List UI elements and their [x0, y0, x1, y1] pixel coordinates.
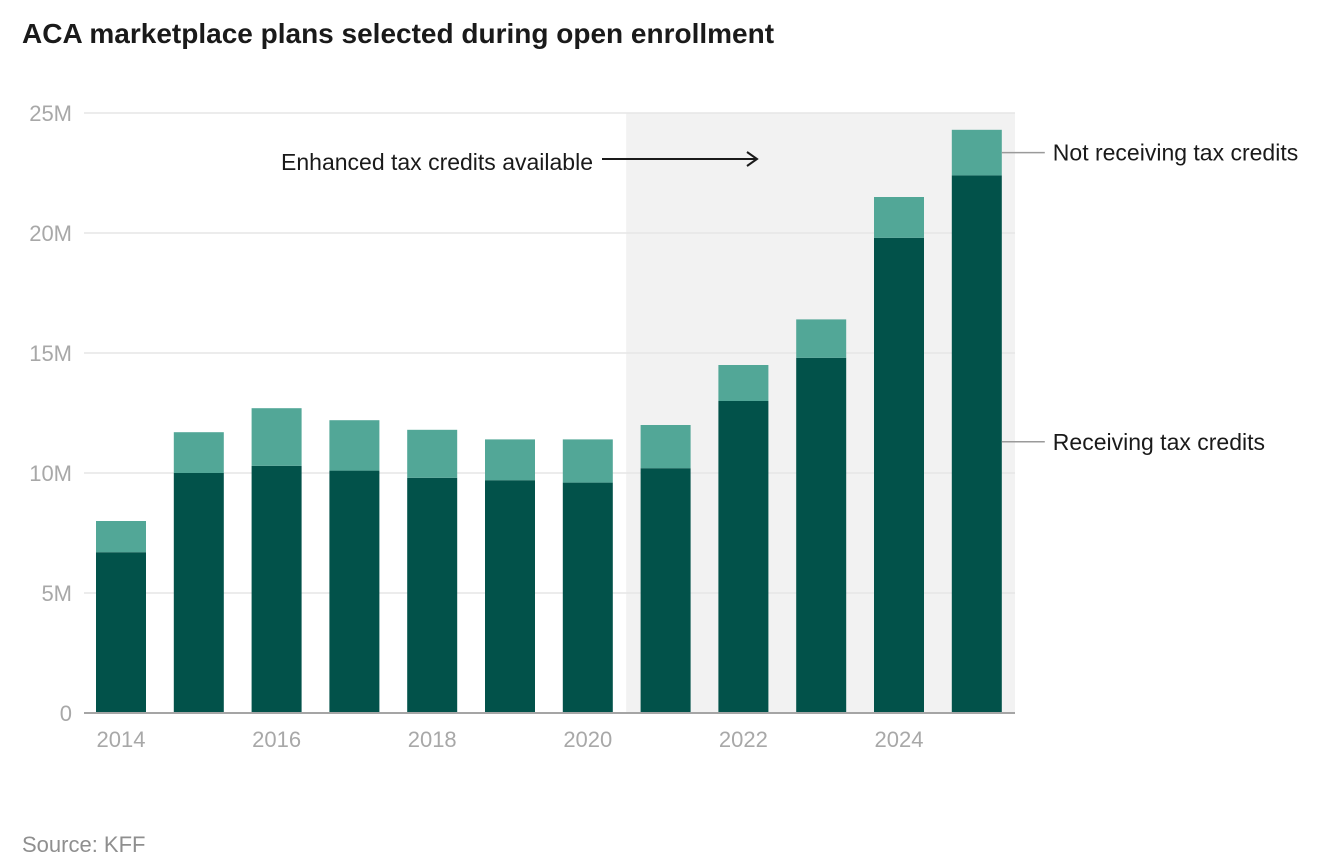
bar-not-receiving-2016 [251, 408, 302, 466]
x-tick-label: 2022 [719, 727, 768, 752]
bar-not-receiving-2019 [485, 439, 535, 481]
y-tick-label: 25M [29, 101, 72, 126]
bar-not-receiving-2020 [562, 439, 613, 483]
y-tick-label: 0 [60, 701, 72, 726]
y-tick-label: 5M [41, 581, 72, 606]
x-axis-ticks: 2014 2016 2018 2020 2022 2024 [97, 727, 924, 752]
bar-receiving-2022 [718, 401, 769, 713]
bar-receiving-2015 [173, 473, 224, 713]
bar-not-receiving-2022 [718, 365, 769, 401]
y-tick-label: 20M [29, 221, 72, 246]
bar-receiving-2018 [407, 477, 458, 713]
bar-not-receiving-2021 [640, 425, 691, 469]
bar-not-receiving-2014 [96, 521, 146, 553]
bar-receiving-2021 [640, 468, 691, 713]
bar-not-receiving-2024 [874, 197, 924, 238]
bar-not-receiving-2015 [173, 432, 224, 473]
x-tick-label: 2020 [563, 727, 612, 752]
bar-not-receiving-2025 [951, 129, 1002, 176]
y-tick-label: 10M [29, 461, 72, 486]
y-axis-ticks: 0 5M 10M 15M 20M 25M [29, 101, 72, 726]
x-tick-label: 2018 [408, 727, 457, 752]
bar-receiving-2017 [329, 470, 380, 713]
bar-not-receiving-2018 [407, 429, 458, 478]
bar-receiving-2019 [485, 480, 535, 713]
source-note: Source: KFF [22, 832, 145, 857]
highlight-annotation-arrow [602, 151, 759, 167]
x-tick-label: 2016 [252, 727, 301, 752]
x-tick-label: 2024 [875, 727, 924, 752]
chart-title: ACA marketplace plans selected during op… [22, 18, 774, 49]
bar-receiving-2025 [951, 175, 1002, 713]
bar-not-receiving-2017 [329, 420, 380, 471]
x-tick-label: 2014 [97, 727, 146, 752]
bar-receiving-2016 [251, 465, 302, 713]
bar-receiving-2024 [874, 237, 924, 714]
bar-receiving-2023 [796, 357, 847, 713]
bar-series [96, 129, 1002, 714]
bar-not-receiving-2023 [796, 319, 847, 358]
legend-label-not-receiving: Not receiving tax credits [1053, 140, 1298, 166]
y-tick-label: 15M [29, 341, 72, 366]
legend-label-receiving: Receiving tax credits [1053, 429, 1265, 455]
bar-receiving-2014 [96, 552, 146, 713]
bar-receiving-2020 [562, 482, 613, 713]
highlight-annotation-label: Enhanced tax credits available [281, 149, 593, 175]
gridlines [84, 112, 1015, 594]
